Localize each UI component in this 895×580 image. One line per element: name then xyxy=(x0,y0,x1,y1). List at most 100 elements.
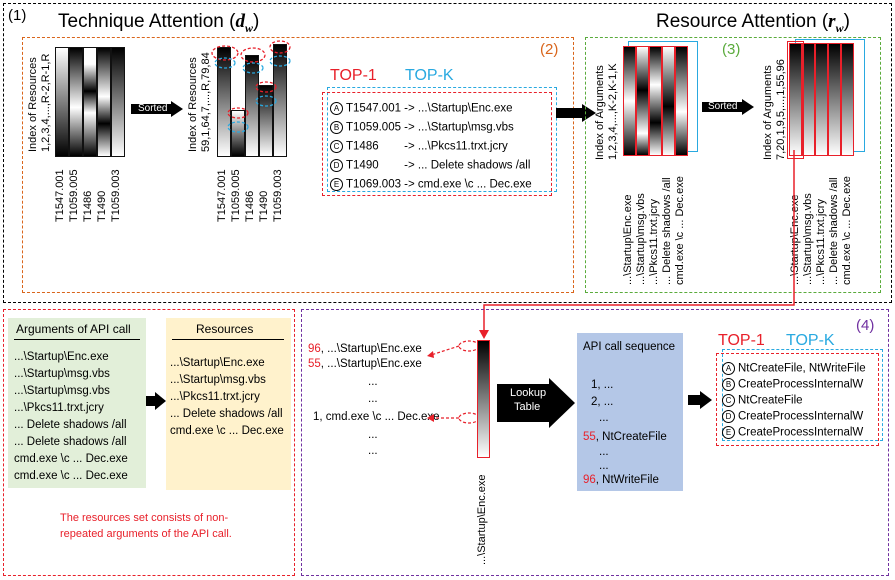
heat-bar xyxy=(802,43,815,156)
api-args-header-rule xyxy=(14,339,140,340)
top1-column-highlight xyxy=(787,41,804,159)
list-item: C T1486 -> ...\Pkcs11.trxt.jcry xyxy=(330,140,508,153)
top1-label-4: TOP-1 xyxy=(718,332,765,349)
list-item: ...\Startup\msg.vbs xyxy=(14,385,110,397)
heat-bar xyxy=(111,47,125,157)
heat-bar xyxy=(55,47,69,157)
selected-attention-column xyxy=(477,340,490,458)
panel-1-number: (1) xyxy=(8,7,27,24)
list-item: 55, ...\Startup\Enc.exe xyxy=(308,358,422,370)
list-item: ... xyxy=(368,445,378,457)
list-item: cmd.exe \c ... Dec.exe xyxy=(170,425,284,437)
heat-bar xyxy=(841,43,854,156)
list-item: ... Delete shadows /all xyxy=(14,436,127,448)
list-item: ... xyxy=(368,393,378,405)
connector-3-to-4 xyxy=(479,150,795,339)
heat-bar xyxy=(97,47,111,157)
selected-column-label: ...\Startup\Enc.exe xyxy=(476,474,488,566)
heat-bar xyxy=(83,47,97,157)
tech-label: T1547.001 xyxy=(54,169,66,222)
list-item: 96, NtWriteFile xyxy=(583,474,659,486)
heat-bar xyxy=(789,43,802,156)
tech-label: T1059.005 xyxy=(68,169,80,222)
lookup-label-1: Lookup xyxy=(510,387,547,399)
top1-label-2: TOP-1 xyxy=(330,67,377,84)
resource-set-note-2: repeated arguments of the API call. xyxy=(60,528,232,540)
index-pointers xyxy=(427,340,480,424)
heat-bar xyxy=(69,47,83,157)
list-item: E T1069.003 -> cmd.exe \c ... Dec.exe xyxy=(330,178,532,191)
panel-4-number: (4) xyxy=(856,317,875,334)
y-label-resources-unsorted: Index of Resources xyxy=(27,57,39,152)
heat-bar xyxy=(828,43,841,156)
list-item: D CreateProcessInternalW xyxy=(722,410,863,423)
panel-2-number: (2) xyxy=(540,41,559,58)
resources-header: Resources xyxy=(196,322,254,336)
lookup-label-2: Table xyxy=(514,401,541,413)
argument-label: ... Delete shadows /all xyxy=(828,177,840,285)
list-item: B CreateProcessInternalW xyxy=(722,378,863,391)
heat-bar xyxy=(675,46,688,156)
topk-box-2 xyxy=(327,87,557,192)
tech-label: T1486 xyxy=(244,190,256,222)
heat-bar xyxy=(259,85,273,157)
heat-bar xyxy=(273,44,287,157)
list-item: E CreateProcessInternalW xyxy=(722,426,863,439)
list-item: ... xyxy=(599,412,609,424)
argument-label: ...\Startup\msg.vbs xyxy=(802,193,814,285)
panel-3-frame xyxy=(585,37,881,293)
list-item: ... xyxy=(599,460,609,472)
sorted-arrow-3 xyxy=(702,99,754,115)
list-item: cmd.exe \c ... Dec.exe xyxy=(14,453,128,465)
list-item: ...\Pkcs11.trxt.jcry xyxy=(14,402,104,414)
resource-set-panel xyxy=(3,309,295,576)
y-values-arguments-sorted: 7,20,1,9,5,...,1,55,96 xyxy=(775,59,787,160)
tech-label: T1059.005 xyxy=(230,169,242,222)
list-item: 1, ... xyxy=(591,379,614,391)
sorted-heatmap-highlights xyxy=(211,40,291,133)
topk-label-2: TOP-K xyxy=(405,67,454,84)
list-item: A NtCreateFile, NtWriteFile xyxy=(722,362,866,375)
sorted-label-2: Sorted xyxy=(138,103,168,114)
heat-bar xyxy=(217,47,231,157)
list-item: B T1059.005 -> ...\Startup\msg.vbs xyxy=(330,121,514,134)
lookup-table-arrow xyxy=(497,378,575,428)
api-to-top-arrow xyxy=(688,391,712,409)
sorted-arrow-2 xyxy=(131,101,183,117)
api-call-sequence-header: API call sequence xyxy=(583,341,676,353)
list-item: C NtCreateFile xyxy=(722,394,803,407)
tech-label: T1059.003 xyxy=(110,169,122,222)
list-item: 96, ...\Startup\Enc.exe xyxy=(308,343,422,355)
panel-4-frame xyxy=(301,309,889,576)
heat-bar xyxy=(649,46,662,156)
tech-label: T1059.003 xyxy=(272,169,284,222)
tech-label: T1490 xyxy=(258,190,270,222)
api-args-box xyxy=(8,318,146,488)
list-item: 2, ... xyxy=(591,396,614,408)
heat-bar xyxy=(815,43,828,156)
y-values-resources-unsorted: 1,2,3,4,...,R-2,R-1,R xyxy=(40,53,52,152)
heat-bar xyxy=(245,55,259,157)
panel-3-number: (3) xyxy=(722,41,741,58)
panel-2-frame xyxy=(22,37,574,293)
list-item: ...\Startup\msg.vbs xyxy=(14,368,110,380)
api-args-header: Arguments of API call xyxy=(16,322,131,336)
api-call-sequence-box xyxy=(577,333,683,491)
tech-label: T1490 xyxy=(96,190,108,222)
arrow-2-to-3 xyxy=(556,104,596,122)
list-item: 55, NtCreateFile xyxy=(583,431,667,443)
argument-label: ...\Pkcs11.trxt.jcry xyxy=(815,199,827,285)
resources-box xyxy=(166,318,291,490)
list-item: ... Delete shadows /all xyxy=(14,419,127,431)
y-values-arguments-unsorted: 1,2,3,4,...,K-2,K-1,K xyxy=(607,63,619,160)
tech-label: T1547.001 xyxy=(216,169,228,222)
technique-attention-title: Technique Attention (dw) xyxy=(58,11,260,35)
list-item: ...\Startup\Enc.exe xyxy=(14,351,109,363)
resource-attention-title: Resource Attention (rw) xyxy=(656,11,850,35)
top1-box-2 xyxy=(322,92,552,196)
panel-1-frame xyxy=(3,3,892,303)
list-item: ...\Startup\msg.vbs xyxy=(170,374,266,386)
y-label-arguments-unsorted: Index of Arguments xyxy=(594,65,606,160)
topk-box-4 xyxy=(722,349,883,441)
list-item: 1, cmd.exe \c ... Dec.exe xyxy=(313,411,440,423)
